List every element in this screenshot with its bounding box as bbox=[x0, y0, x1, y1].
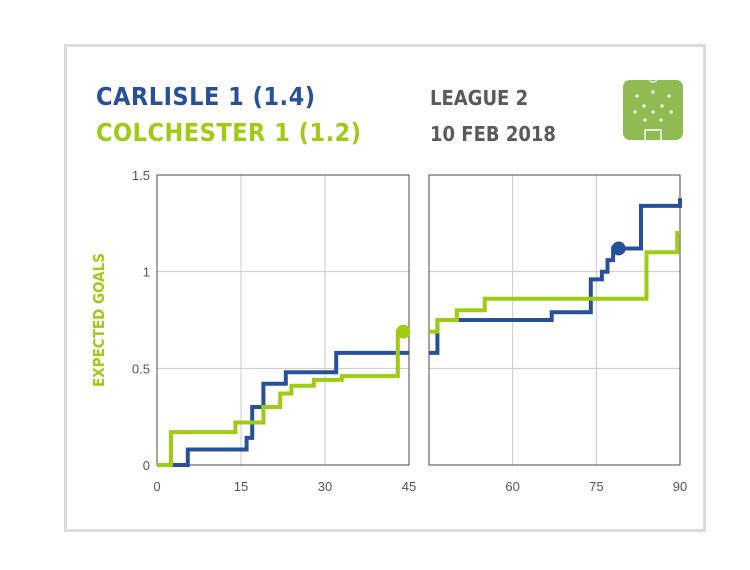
y-tick-label: 1.5 bbox=[132, 168, 150, 183]
match-date: 10 FEB 2018 bbox=[430, 122, 556, 146]
away-team-score: COLCHESTER 1 (1.2) bbox=[96, 118, 362, 147]
goal-marker-colchester bbox=[396, 324, 411, 339]
y-tick-label: 0.5 bbox=[132, 361, 150, 376]
home-team-score: CARLISLE 1 (1.4) bbox=[96, 82, 316, 111]
panel-frame bbox=[156, 174, 410, 466]
x-tick-label: 60 bbox=[505, 479, 519, 494]
y-tick-label: 1 bbox=[143, 265, 150, 280]
football-pitch-icon bbox=[623, 80, 683, 140]
series-line-colchester bbox=[157, 329, 409, 467]
series-line-carlisle bbox=[157, 350, 409, 467]
x-tick-label: 30 bbox=[318, 479, 332, 494]
goal-marker-carlisle bbox=[611, 241, 626, 256]
competition-label: LEAGUE 2 bbox=[430, 86, 529, 110]
series-line-colchester bbox=[429, 231, 680, 334]
y-axis-label: EXPECTED GOALS bbox=[90, 253, 108, 387]
x-tick-label: 15 bbox=[234, 479, 248, 494]
x-tick-label: 0 bbox=[153, 479, 160, 494]
series-line-carlisle bbox=[429, 198, 682, 355]
x-tick-label: 75 bbox=[589, 479, 603, 494]
x-tick-label: 45 bbox=[402, 479, 416, 494]
x-tick-label: 90 bbox=[673, 479, 687, 494]
panel-frame bbox=[428, 174, 681, 466]
y-tick-label: 0 bbox=[143, 458, 150, 473]
